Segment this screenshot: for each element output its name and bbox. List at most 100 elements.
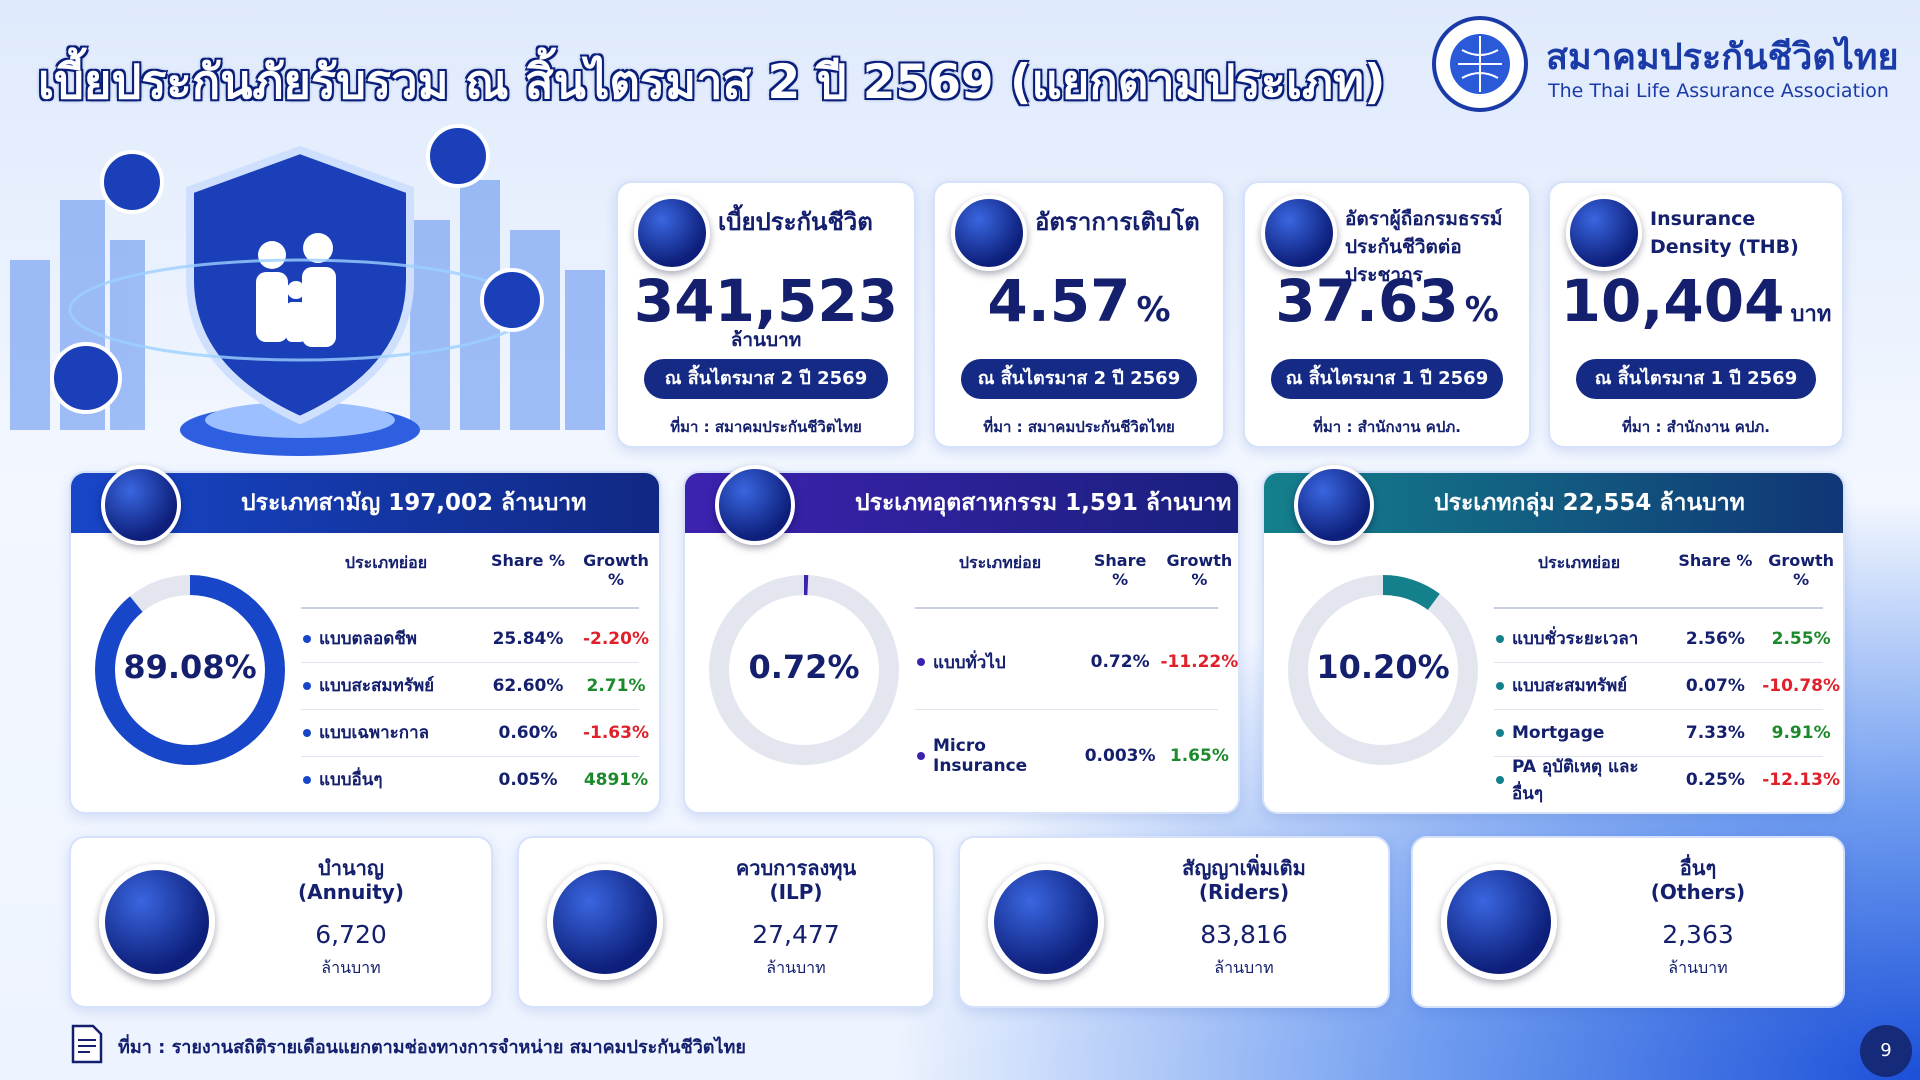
bullet (303, 728, 311, 737)
table-cell: PA อุบัติเหตุ และอื่นๆ (1512, 756, 1639, 804)
kpi-period: ณ สิ้นไตรมาส 2 ปี 2569 (961, 359, 1197, 399)
table-header: ประเภทย่อย (344, 553, 428, 572)
table-cell: 2.56% (1685, 628, 1745, 649)
bullet (1496, 634, 1504, 643)
kpi-title: อัตราผู้ถือกรมธรรม์ประกันชีวิตต่อประชากร (1345, 208, 1503, 286)
product-unit: ล้านบาท (1668, 958, 1728, 977)
table-cell: 4891% (583, 769, 649, 790)
kpi-period: ณ สิ้นไตรมาส 2 ปี 2569 (644, 359, 888, 399)
kpi-value: 37.63% (1245, 267, 1529, 335)
kpi-unit: ล้านบาท (730, 329, 802, 351)
table-cell: แบบสะสมทรัพย์ (1512, 676, 1628, 696)
table-cell: -1.63% (582, 722, 650, 743)
table-cell: Mortgage (1512, 722, 1605, 743)
kpi-value-text: 10,404 (1560, 267, 1785, 335)
kpi-value-text: 4.57 (987, 267, 1131, 335)
kpi-icon (634, 195, 710, 271)
table-header: Share % (1678, 551, 1753, 570)
kpi-value: 10,404 บาท (1550, 267, 1842, 335)
product-card: สัญญาเพิ่มเติม (Riders) 83,816 ล้านบาท (958, 836, 1390, 1008)
kpi-unit: % (1136, 290, 1171, 330)
row-rule (1494, 662, 1823, 663)
product-subtitle: (ILP) (769, 880, 823, 904)
table-cell: แบบตลอดชีพ (319, 629, 417, 649)
table-header: Growth % (1166, 551, 1233, 589)
table-cell: แบบชั่วระยะเวลา (1512, 629, 1639, 649)
product-icon (988, 864, 1104, 980)
donut-label: 10.20% (1316, 648, 1450, 686)
bullet (1496, 728, 1504, 737)
row-rule (301, 662, 639, 663)
product-unit: ล้านบาท (321, 958, 381, 977)
table-header: Share % (1093, 551, 1147, 589)
kpi-icon (951, 195, 1027, 271)
table-cell: -11.22% (1160, 652, 1239, 672)
product-subtitle: (Riders) (1198, 880, 1290, 904)
page-number: 9 (1860, 1025, 1912, 1077)
product-card: บำนาญ (Annuity) 6,720 ล้านบาท (69, 836, 493, 1008)
kpi-title: อัตราการเติบโต (1035, 208, 1200, 236)
row-rule (915, 709, 1218, 710)
kpi-icon (1566, 195, 1642, 271)
kpi-value-text: 37.63 (1275, 267, 1459, 335)
table-rule (301, 607, 639, 609)
table-cell: 25.84% (492, 628, 564, 649)
table-cell: -12.13% (1762, 769, 1841, 790)
table-cell: 0.003% (1084, 746, 1156, 766)
table-cell: -10.78% (1762, 675, 1841, 696)
kpi-card: Insurance Density (THB) 10,404 บาทณ สิ้นไต… (1548, 181, 1844, 448)
product-value: 6,720 (315, 920, 387, 949)
product-title: อื่นๆ (1679, 856, 1717, 880)
table-cell: Micro Insurance (933, 736, 1028, 776)
table-cell: แบบทั่วไป (933, 652, 1006, 673)
bullet (1496, 681, 1504, 690)
product-card: ควบการลงทุน (ILP) 27,477 ล้านบาท (517, 836, 935, 1008)
product-value: 2,363 (1662, 920, 1734, 949)
table-cell: 0.60% (498, 722, 558, 743)
row-rule (1494, 709, 1823, 710)
table-cell: แบบสะสมทรัพย์ (319, 676, 435, 696)
product-value: 83,816 (1200, 920, 1288, 949)
donut-arc (1288, 575, 1478, 765)
table-cell: 2.71% (586, 675, 646, 696)
table-header: Growth % (583, 551, 649, 589)
bullet (303, 681, 311, 690)
table-cell: แบบอื่นๆ (319, 770, 383, 790)
table-rule (915, 607, 1218, 609)
donut-arc (709, 575, 899, 765)
product-title: บำนาญ (318, 856, 384, 880)
kpi-card: อัตราผู้ถือกรมธรรม์ประกันชีวิตต่อประชากร… (1243, 181, 1531, 448)
table-cell: แบบเฉพาะกาล (319, 723, 430, 743)
segment-icon (1294, 465, 1374, 545)
segment-panel: ประเภทสามัญ 197,002 ล้านบาท 89.08% ประเภทย… (69, 465, 661, 814)
product-icon (1441, 864, 1557, 980)
table-cell: -2.20% (582, 628, 650, 649)
table-header: Growth % (1768, 551, 1835, 589)
table-header: ประเภทย่อย (958, 553, 1042, 572)
row-rule (301, 709, 639, 710)
kpi-source: ที่มา : สำนักงาน คปภ. (1313, 418, 1461, 436)
product-card: อื่นๆ (Others) 2,363 ล้านบาท (1411, 836, 1845, 1008)
kpi-value: 4.57% (935, 267, 1223, 335)
segment-panel: ประเภทอุตสาหกรรม 1,591 ล้านบาท 0.72% ประเภ… (683, 465, 1240, 814)
page-title: เบี้ยประกันภัยรับรวม ณ สิ้นไตรมาส 2 ปี 2… (38, 55, 1386, 110)
kpi-value: 341,523 ล้านบาท (618, 267, 914, 351)
product-title: ควบการลงทุน (735, 856, 857, 880)
segment-icon (101, 465, 181, 545)
donut (95, 575, 285, 765)
org-name-th: สมาคมประกันชีวิตไทย (1546, 37, 1899, 78)
kpi-icon (1261, 195, 1337, 271)
table-header: ประเภทย่อย (1537, 553, 1621, 572)
hero-illustration (10, 124, 605, 456)
kpi-source: ที่มา : สมาคมประกันชีวิตไทย (983, 418, 1175, 436)
org-name-en: The Thai Life Assurance Association (1548, 80, 1889, 102)
donut-arc (95, 575, 285, 765)
kpi-period: ณ สิ้นไตรมาส 1 ปี 2569 (1576, 359, 1816, 399)
product-value: 27,477 (752, 920, 840, 949)
donut-label: 89.08% (123, 648, 257, 686)
table-header: Share % (490, 551, 566, 570)
table-cell: 0.05% (498, 769, 558, 790)
kpi-source: ที่มา : สำนักงาน คปภ. (1622, 418, 1770, 436)
bullet (303, 775, 311, 784)
table-cell: 1.65% (1169, 746, 1229, 766)
